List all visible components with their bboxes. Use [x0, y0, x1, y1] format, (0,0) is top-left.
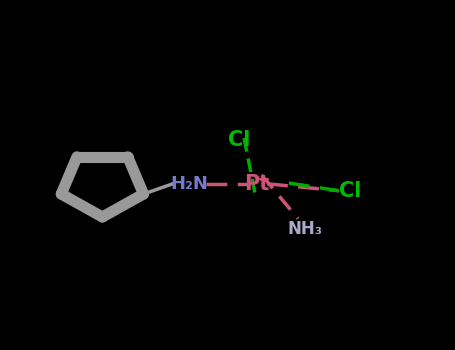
Text: Pt: Pt: [244, 174, 270, 194]
Text: Cl: Cl: [228, 130, 250, 150]
Text: NH₃: NH₃: [288, 220, 322, 238]
Text: Cl: Cl: [339, 181, 362, 201]
Text: H₂N: H₂N: [170, 175, 208, 193]
